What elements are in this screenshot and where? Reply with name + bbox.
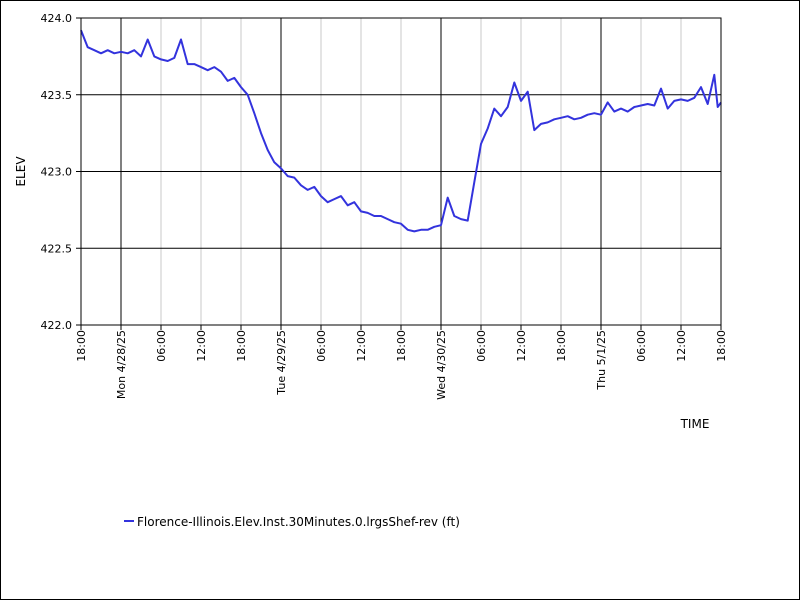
- y-tick-label: 422.0: [41, 319, 73, 332]
- y-tick-label: 423.5: [41, 89, 73, 102]
- grid-lines: [81, 18, 721, 325]
- series-line: [80, 29, 722, 233]
- x-tick-label: 12:00: [515, 330, 528, 362]
- x-axis-ticks: 18:00 Mon 4/28/25 06:00 12:00 18:00 Tue 4/29/…: [75, 325, 728, 400]
- y-axis-ticks: 422.0 422.5 423.0 423.5 424.0: [41, 12, 81, 332]
- legend: Florence-Illinois.Elev.Inst.30Minutes.0.…: [124, 515, 460, 529]
- x-tick-label: Mon 4/28/25: [115, 330, 128, 399]
- y-axis-title: ELEV: [14, 156, 28, 187]
- x-tick-label: 12:00: [355, 330, 368, 362]
- x-tick-label: 18:00: [75, 330, 88, 362]
- legend-label: Florence-Illinois.Elev.Inst.30Minutes.0.…: [137, 515, 460, 529]
- x-tick-label: 18:00: [395, 330, 408, 362]
- y-tick-label: 424.0: [41, 12, 73, 25]
- x-tick-label: 06:00: [635, 330, 648, 362]
- x-tick-label: 12:00: [675, 330, 688, 362]
- x-tick-label: 18:00: [715, 330, 728, 362]
- x-tick-label: 06:00: [315, 330, 328, 362]
- y-tick-label: 422.5: [41, 242, 73, 255]
- x-axis-title: TIME: [680, 417, 710, 431]
- x-tick-label: 06:00: [155, 330, 168, 362]
- x-tick-label: 18:00: [555, 330, 568, 362]
- series-layer: [80, 29, 722, 233]
- x-tick-label: Tue 4/29/25: [275, 330, 288, 396]
- x-tick-label: Thu 5/1/25: [595, 330, 608, 391]
- x-tick-label: 18:00: [235, 330, 248, 362]
- y-tick-label: 423.0: [41, 166, 73, 179]
- x-tick-label: 12:00: [195, 330, 208, 362]
- x-tick-label: 06:00: [475, 330, 488, 362]
- x-tick-label: Wed 4/30/25: [435, 330, 448, 400]
